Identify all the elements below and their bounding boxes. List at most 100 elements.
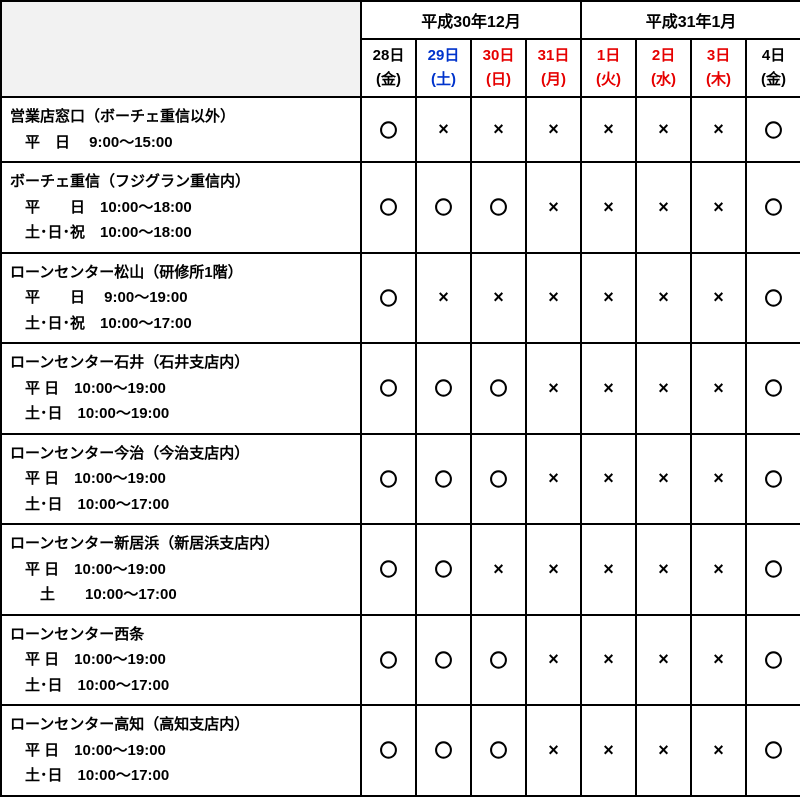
mark-open: 〇 — [361, 343, 416, 434]
mark-open: 〇 — [746, 253, 800, 344]
row-label: ローンセンター今治（今治支店内） 平 日 10:00～19:00 土･日 10:… — [1, 434, 361, 525]
mark-open: 〇 — [746, 162, 800, 253]
mark-closed: × — [636, 162, 691, 253]
table-row: ローンセンター松山（研修所1階） 平 日 9:00～19:00 土･日･祝 10… — [1, 253, 800, 344]
schedule-table: 平成30年12月 平成31年1月 28日(金)29日(土)30日(日)31日(月… — [0, 0, 800, 797]
mark-closed: × — [526, 434, 581, 525]
day-date: 3日 — [694, 44, 743, 68]
mark-closed: × — [691, 162, 746, 253]
mark-open: 〇 — [471, 434, 526, 525]
mark-open: 〇 — [361, 524, 416, 615]
mark-closed: × — [636, 615, 691, 706]
mark-closed: × — [526, 97, 581, 162]
mark-closed: × — [526, 343, 581, 434]
mark-open: 〇 — [416, 434, 471, 525]
mark-open: 〇 — [361, 253, 416, 344]
header-corner — [1, 1, 361, 97]
day-dow: (日) — [474, 68, 523, 92]
mark-closed: × — [416, 97, 471, 162]
day-date: 28日 — [364, 44, 413, 68]
mark-open: 〇 — [416, 162, 471, 253]
mark-closed: × — [416, 253, 471, 344]
month-header-jan: 平成31年1月 — [581, 1, 800, 39]
day-date: 2日 — [639, 44, 688, 68]
mark-closed: × — [581, 97, 636, 162]
day-dow: (土) — [419, 68, 468, 92]
day-header-7: 4日(金) — [746, 39, 800, 97]
day-dow: (月) — [529, 68, 578, 92]
day-dow: (金) — [364, 68, 413, 92]
mark-closed: × — [691, 615, 746, 706]
day-header-4: 1日(火) — [581, 39, 636, 97]
mark-open: 〇 — [416, 615, 471, 706]
mark-closed: × — [471, 524, 526, 615]
mark-closed: × — [526, 524, 581, 615]
mark-open: 〇 — [746, 434, 800, 525]
mark-closed: × — [526, 253, 581, 344]
mark-open: 〇 — [471, 343, 526, 434]
mark-closed: × — [691, 705, 746, 796]
day-header-1: 29日(土) — [416, 39, 471, 97]
mark-open: 〇 — [746, 343, 800, 434]
day-date: 30日 — [474, 44, 523, 68]
day-header-3: 31日(月) — [526, 39, 581, 97]
mark-open: 〇 — [746, 97, 800, 162]
table-row: 営業店窓口（ボーチェ重信以外） 平 日 9:00～15:00〇××××××〇 — [1, 97, 800, 162]
mark-closed: × — [526, 615, 581, 706]
mark-closed: × — [581, 705, 636, 796]
day-date: 1日 — [584, 44, 633, 68]
mark-open: 〇 — [361, 705, 416, 796]
mark-closed: × — [691, 97, 746, 162]
day-dow: (水) — [639, 68, 688, 92]
mark-closed: × — [581, 162, 636, 253]
day-dow: (火) — [584, 68, 633, 92]
day-dow: (木) — [694, 68, 743, 92]
mark-open: 〇 — [361, 97, 416, 162]
table-row: ローンセンター今治（今治支店内） 平 日 10:00～19:00 土･日 10:… — [1, 434, 800, 525]
day-date: 4日 — [749, 44, 798, 68]
schedule-body: 営業店窓口（ボーチェ重信以外） 平 日 9:00～15:00〇××××××〇ボー… — [1, 97, 800, 796]
day-header-0: 28日(金) — [361, 39, 416, 97]
mark-closed: × — [581, 524, 636, 615]
mark-closed: × — [691, 524, 746, 615]
mark-open: 〇 — [471, 615, 526, 706]
mark-closed: × — [581, 253, 636, 344]
mark-open: 〇 — [361, 162, 416, 253]
row-label: ローンセンター高知（高知支店内） 平 日 10:00～19:00 土･日 10:… — [1, 705, 361, 796]
mark-open: 〇 — [416, 705, 471, 796]
mark-closed: × — [526, 705, 581, 796]
mark-closed: × — [581, 615, 636, 706]
row-label: ボーチェ重信（フジグラン重信内） 平 日 10:00～18:00 土･日･祝 1… — [1, 162, 361, 253]
mark-closed: × — [636, 253, 691, 344]
mark-open: 〇 — [746, 615, 800, 706]
mark-closed: × — [581, 434, 636, 525]
table-row: ボーチェ重信（フジグラン重信内） 平 日 10:00～18:00 土･日･祝 1… — [1, 162, 800, 253]
row-label: 営業店窓口（ボーチェ重信以外） 平 日 9:00～15:00 — [1, 97, 361, 162]
row-label: ローンセンター松山（研修所1階） 平 日 9:00～19:00 土･日･祝 10… — [1, 253, 361, 344]
mark-closed: × — [471, 253, 526, 344]
mark-closed: × — [636, 97, 691, 162]
mark-open: 〇 — [361, 434, 416, 525]
mark-closed: × — [636, 434, 691, 525]
row-label: ローンセンター石井（石井支店内） 平 日 10:00～19:00 土･日 10:… — [1, 343, 361, 434]
mark-closed: × — [581, 343, 636, 434]
day-header-6: 3日(木) — [691, 39, 746, 97]
mark-open: 〇 — [471, 162, 526, 253]
mark-open: 〇 — [471, 705, 526, 796]
mark-closed: × — [691, 343, 746, 434]
mark-open: 〇 — [746, 705, 800, 796]
table-row: ローンセンター西条 平 日 10:00～19:00 土･日 10:00～17:0… — [1, 615, 800, 706]
mark-closed: × — [636, 524, 691, 615]
mark-closed: × — [471, 97, 526, 162]
mark-closed: × — [691, 434, 746, 525]
mark-open: 〇 — [361, 615, 416, 706]
mark-closed: × — [636, 705, 691, 796]
day-date: 29日 — [419, 44, 468, 68]
mark-open: 〇 — [746, 524, 800, 615]
mark-closed: × — [636, 343, 691, 434]
month-header-dec: 平成30年12月 — [361, 1, 581, 39]
mark-closed: × — [526, 162, 581, 253]
table-row: ローンセンター新居浜（新居浜支店内） 平 日 10:00～19:00 土 10:… — [1, 524, 800, 615]
table-row: ローンセンター石井（石井支店内） 平 日 10:00～19:00 土･日 10:… — [1, 343, 800, 434]
day-dow: (金) — [749, 68, 798, 92]
